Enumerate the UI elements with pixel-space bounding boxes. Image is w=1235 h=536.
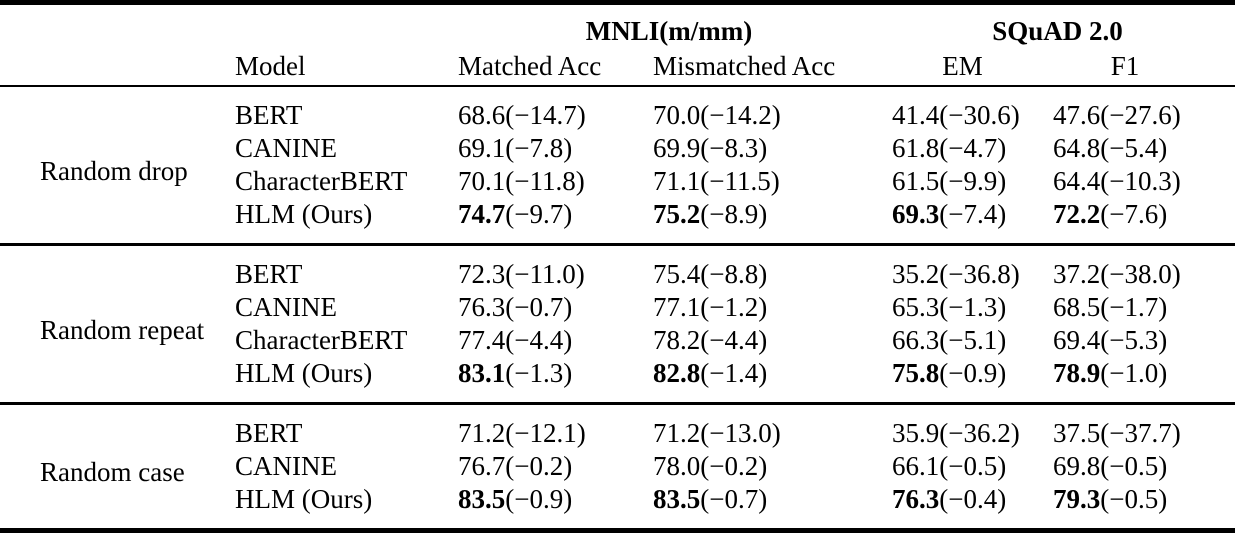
table-row: CANINE 76.3(−0.7) 77.1(−1.2) 65.3(−1.3) …: [0, 291, 1235, 324]
table-row: Random repeat BERT 72.3(−11.0) 75.4(−8.8…: [0, 245, 1235, 345]
metric-cell: 76.7(−0.2): [458, 451, 573, 481]
model-name: BERT: [235, 259, 303, 289]
scenario-label: Random drop: [40, 155, 188, 186]
metric-cell: 83.5(−0.7): [653, 484, 768, 514]
model-name: HLM (Ours): [235, 484, 373, 514]
metric-cell: 69.8(−0.5): [1053, 451, 1168, 481]
metric-cell: 70.1(−11.8): [458, 166, 585, 196]
model-name: CANINE: [235, 133, 337, 163]
table-row: Random drop BERT 68.6(−14.7) 70.0(−14.2)…: [0, 86, 1235, 186]
metric-cell: 64.8(−5.4): [1053, 133, 1168, 163]
metric-cell: 47.6(−27.6): [1053, 100, 1181, 130]
metric-cell: 71.2(−12.1): [458, 418, 586, 448]
metric-cell: 70.0(−14.2): [653, 100, 781, 130]
col-group-mnli: MNLI(m/mm): [585, 16, 753, 46]
metric-cell: 78.9(−1.0): [1053, 358, 1168, 388]
metric-cell: 75.2(−8.9): [653, 199, 768, 229]
metric-cell: 68.5(−1.7): [1053, 292, 1168, 322]
metric-cell: 79.3(−0.5): [1053, 484, 1168, 514]
col-header-f1: F1: [1110, 51, 1140, 81]
group-random-repeat: Random repeat BERT 72.3(−11.0) 75.4(−8.8…: [0, 244, 1235, 404]
metric-cell: 75.8(−0.9): [892, 358, 1007, 388]
metric-cell: 68.6(−14.7): [458, 100, 586, 130]
metric-cell: 65.3(−1.3): [892, 292, 1007, 322]
header-spacer: [0, 47, 230, 86]
metric-cell: 69.4(−5.3): [1053, 325, 1168, 355]
metric-cell: 76.3(−0.4): [892, 484, 1007, 514]
table-row-ours: HLM (Ours) 83.5(−0.9) 83.5(−0.7) 76.3(−0…: [0, 483, 1235, 531]
metric-cell: 69.3(−7.4): [892, 199, 1007, 229]
metric-cell: 71.2(−13.0): [653, 418, 781, 448]
model-name: CharacterBERT: [235, 166, 408, 196]
table-row-ours: HLM (Ours) 74.7(−9.7) 75.2(−8.9) 69.3(−7…: [0, 198, 1235, 245]
metric-cell: 77.1(−1.2): [653, 292, 768, 322]
model-name: CharacterBERT: [235, 325, 408, 355]
col-header-em: EM: [942, 51, 983, 81]
metric-cell: 69.1(−7.8): [458, 133, 573, 163]
metric-cell: 83.1(−1.3): [458, 358, 573, 388]
group-random-drop: Random drop BERT 68.6(−14.7) 70.0(−14.2)…: [0, 86, 1235, 245]
metric-cell: 77.4(−4.4): [458, 325, 573, 355]
metric-cell: 71.1(−11.5): [653, 166, 780, 196]
model-name: HLM (Ours): [235, 358, 373, 388]
header-spacer: [0, 3, 458, 48]
table-row: CANINE 76.7(−0.2) 78.0(−0.2) 66.1(−0.5) …: [0, 450, 1235, 483]
metric-cell: 74.7(−9.7): [458, 199, 573, 229]
metric-cell: 37.2(−38.0): [1053, 259, 1181, 289]
header-column-row: Model Matched Acc Mismatched Acc EM F1: [0, 47, 1235, 86]
model-name: HLM (Ours): [235, 199, 373, 229]
metric-cell: 72.3(−11.0): [458, 259, 585, 289]
metric-cell: 66.1(−0.5): [892, 451, 1007, 481]
metric-cell: 66.3(−5.1): [892, 325, 1007, 355]
metric-cell: 64.4(−10.3): [1053, 166, 1181, 196]
metric-cell: 61.8(−4.7): [892, 133, 1007, 163]
col-header-matched-acc: Matched Acc: [458, 51, 602, 81]
table-header: MNLI(m/mm) SQuAD 2.0 Model Matched Acc M…: [0, 3, 1235, 86]
metric-cell: 72.2(−7.6): [1053, 199, 1168, 229]
metric-cell: 76.3(−0.7): [458, 292, 573, 322]
table-row: CharacterBERT 77.4(−4.4) 78.2(−4.4) 66.3…: [0, 324, 1235, 357]
metric-cell: 37.5(−37.7): [1053, 418, 1181, 448]
metric-cell: 69.9(−8.3): [653, 133, 768, 163]
scenario-label: Random case: [40, 457, 185, 487]
metric-cell: 41.4(−30.6): [892, 100, 1020, 130]
metric-cell: 82.8(−1.4): [653, 358, 768, 388]
model-name: BERT: [235, 418, 303, 448]
scenario-label: Random repeat: [40, 314, 205, 345]
group-random-case: Random case BERT 71.2(−12.1) 71.2(−13.0)…: [0, 403, 1235, 531]
metric-cell: 75.4(−8.8): [653, 259, 768, 289]
table-row-ours: HLM (Ours) 83.1(−1.3) 82.8(−1.4) 75.8(−0…: [0, 357, 1235, 404]
model-name: BERT: [235, 100, 303, 130]
col-header-mismatched-acc: Mismatched Acc: [653, 51, 836, 81]
header-group-row: MNLI(m/mm) SQuAD 2.0: [0, 3, 1235, 48]
metric-cell: 78.0(−0.2): [653, 451, 768, 481]
col-group-squad: SQuAD 2.0: [992, 16, 1123, 46]
metric-cell: 35.2(−36.8): [892, 259, 1020, 289]
metric-cell: 61.5(−9.9): [892, 166, 1007, 196]
model-name: CANINE: [235, 292, 337, 322]
col-header-model: Model: [235, 51, 306, 81]
table-row: Random case BERT 71.2(−12.1) 71.2(−13.0)…: [0, 404, 1235, 487]
model-name: CANINE: [235, 451, 337, 481]
table-row: CharacterBERT 70.1(−11.8) 71.1(−11.5) 61…: [0, 165, 1235, 198]
metric-cell: 78.2(−4.4): [653, 325, 768, 355]
metric-cell: 83.5(−0.9): [458, 484, 573, 514]
table-row: CANINE 69.1(−7.8) 69.9(−8.3) 61.8(−4.7) …: [0, 132, 1235, 165]
metric-cell: 35.9(−36.2): [892, 418, 1020, 448]
